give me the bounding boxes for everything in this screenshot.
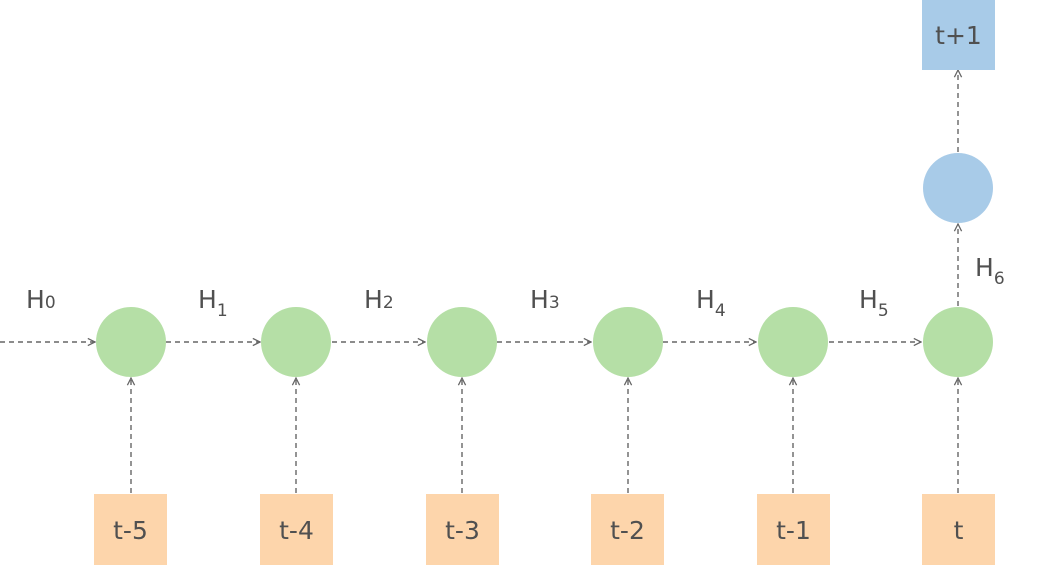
input-label-2: t-4 <box>279 516 314 545</box>
hidden-label-h3: H3 <box>530 285 560 314</box>
input-label-3: t-3 <box>445 516 480 545</box>
hidden-label-h6: H6 <box>975 253 1005 289</box>
hidden-label-h2: H2 <box>364 285 394 314</box>
hidden-node-5 <box>758 307 828 377</box>
input-label-1: t-5 <box>113 516 148 545</box>
input-box-4 <box>591 494 664 565</box>
output-box <box>922 0 995 70</box>
output-label: t+1 <box>935 21 982 50</box>
hidden-node-3 <box>427 307 497 377</box>
hidden-node-6 <box>923 307 993 377</box>
input-label-5: t-1 <box>776 516 811 545</box>
hidden-node-4 <box>593 307 663 377</box>
input-label-4: t-2 <box>610 516 645 545</box>
hidden-label-h5: H5 <box>859 285 889 321</box>
hidden-node-1 <box>96 307 166 377</box>
input-box-6 <box>922 494 995 565</box>
hidden-node-2 <box>261 307 331 377</box>
output-node <box>923 153 993 223</box>
hidden-label-h4: H4 <box>696 285 726 321</box>
input-box-3 <box>426 494 499 565</box>
input-box-2 <box>260 494 333 565</box>
input-label-6: t <box>954 516 964 545</box>
input-box-5 <box>757 494 830 565</box>
hidden-label-h1: H1 <box>198 285 228 321</box>
input-box-1 <box>94 494 167 565</box>
hidden-label-h0: H0 <box>26 285 56 314</box>
